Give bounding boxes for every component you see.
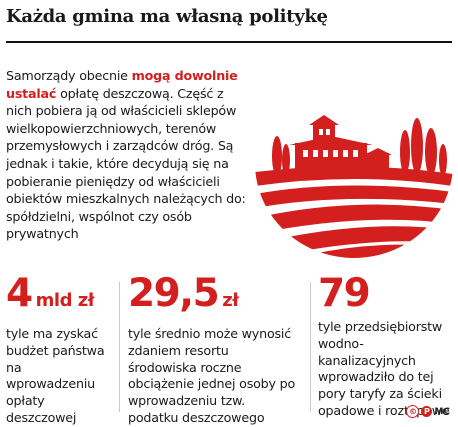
stat-divider-1 [119, 282, 120, 412]
stat-divider-2 [310, 282, 311, 412]
stat-per-person: 29,5 zł tyle średnio może wynosić zdaniem… [128, 272, 296, 427]
stat-per-person-description: tyle średnio może wynosić zdaniem resort… [128, 326, 296, 425]
landscape-illustration [255, 68, 453, 258]
stat-budget: 4 mld zł tyle ma zyskać budżet państwa na… [6, 272, 114, 427]
stat-per-person-number: 29,5 zł [128, 271, 239, 316]
stat-budget-number: 4 mld zł [6, 271, 95, 316]
copyright-icon: © [406, 405, 420, 418]
lead-text-start: Samorządy obecnie [6, 68, 132, 83]
infographic-title: Każda gmina ma własną politykę [6, 6, 328, 27]
lead-text-end: opłatę deszczową. Część z nich pobiera j… [6, 85, 246, 242]
stat-per-person-unit: zł [222, 290, 239, 311]
credit-logo: © P MC [406, 405, 450, 418]
lead-paragraph: Samorządy obecnie mogą dowolnie ustalać … [6, 67, 252, 243]
stat-budget-description: tyle ma zyskać budżet państwa na wprowad… [6, 326, 105, 425]
stat-companies-number: 79 [318, 271, 371, 316]
stat-companies: 79 tyle przedsiębiorstw wodno-kanalizacy… [318, 272, 452, 420]
cypress-trees [272, 118, 447, 176]
publisher-p-icon: P [421, 406, 433, 417]
stat-budget-unit: mld zł [35, 290, 95, 311]
author-initials: MC [434, 406, 450, 417]
title-rule [6, 41, 452, 43]
villa-shape [289, 115, 392, 175]
lead-highlight: mogą dowolnie ustalać [6, 68, 238, 101]
